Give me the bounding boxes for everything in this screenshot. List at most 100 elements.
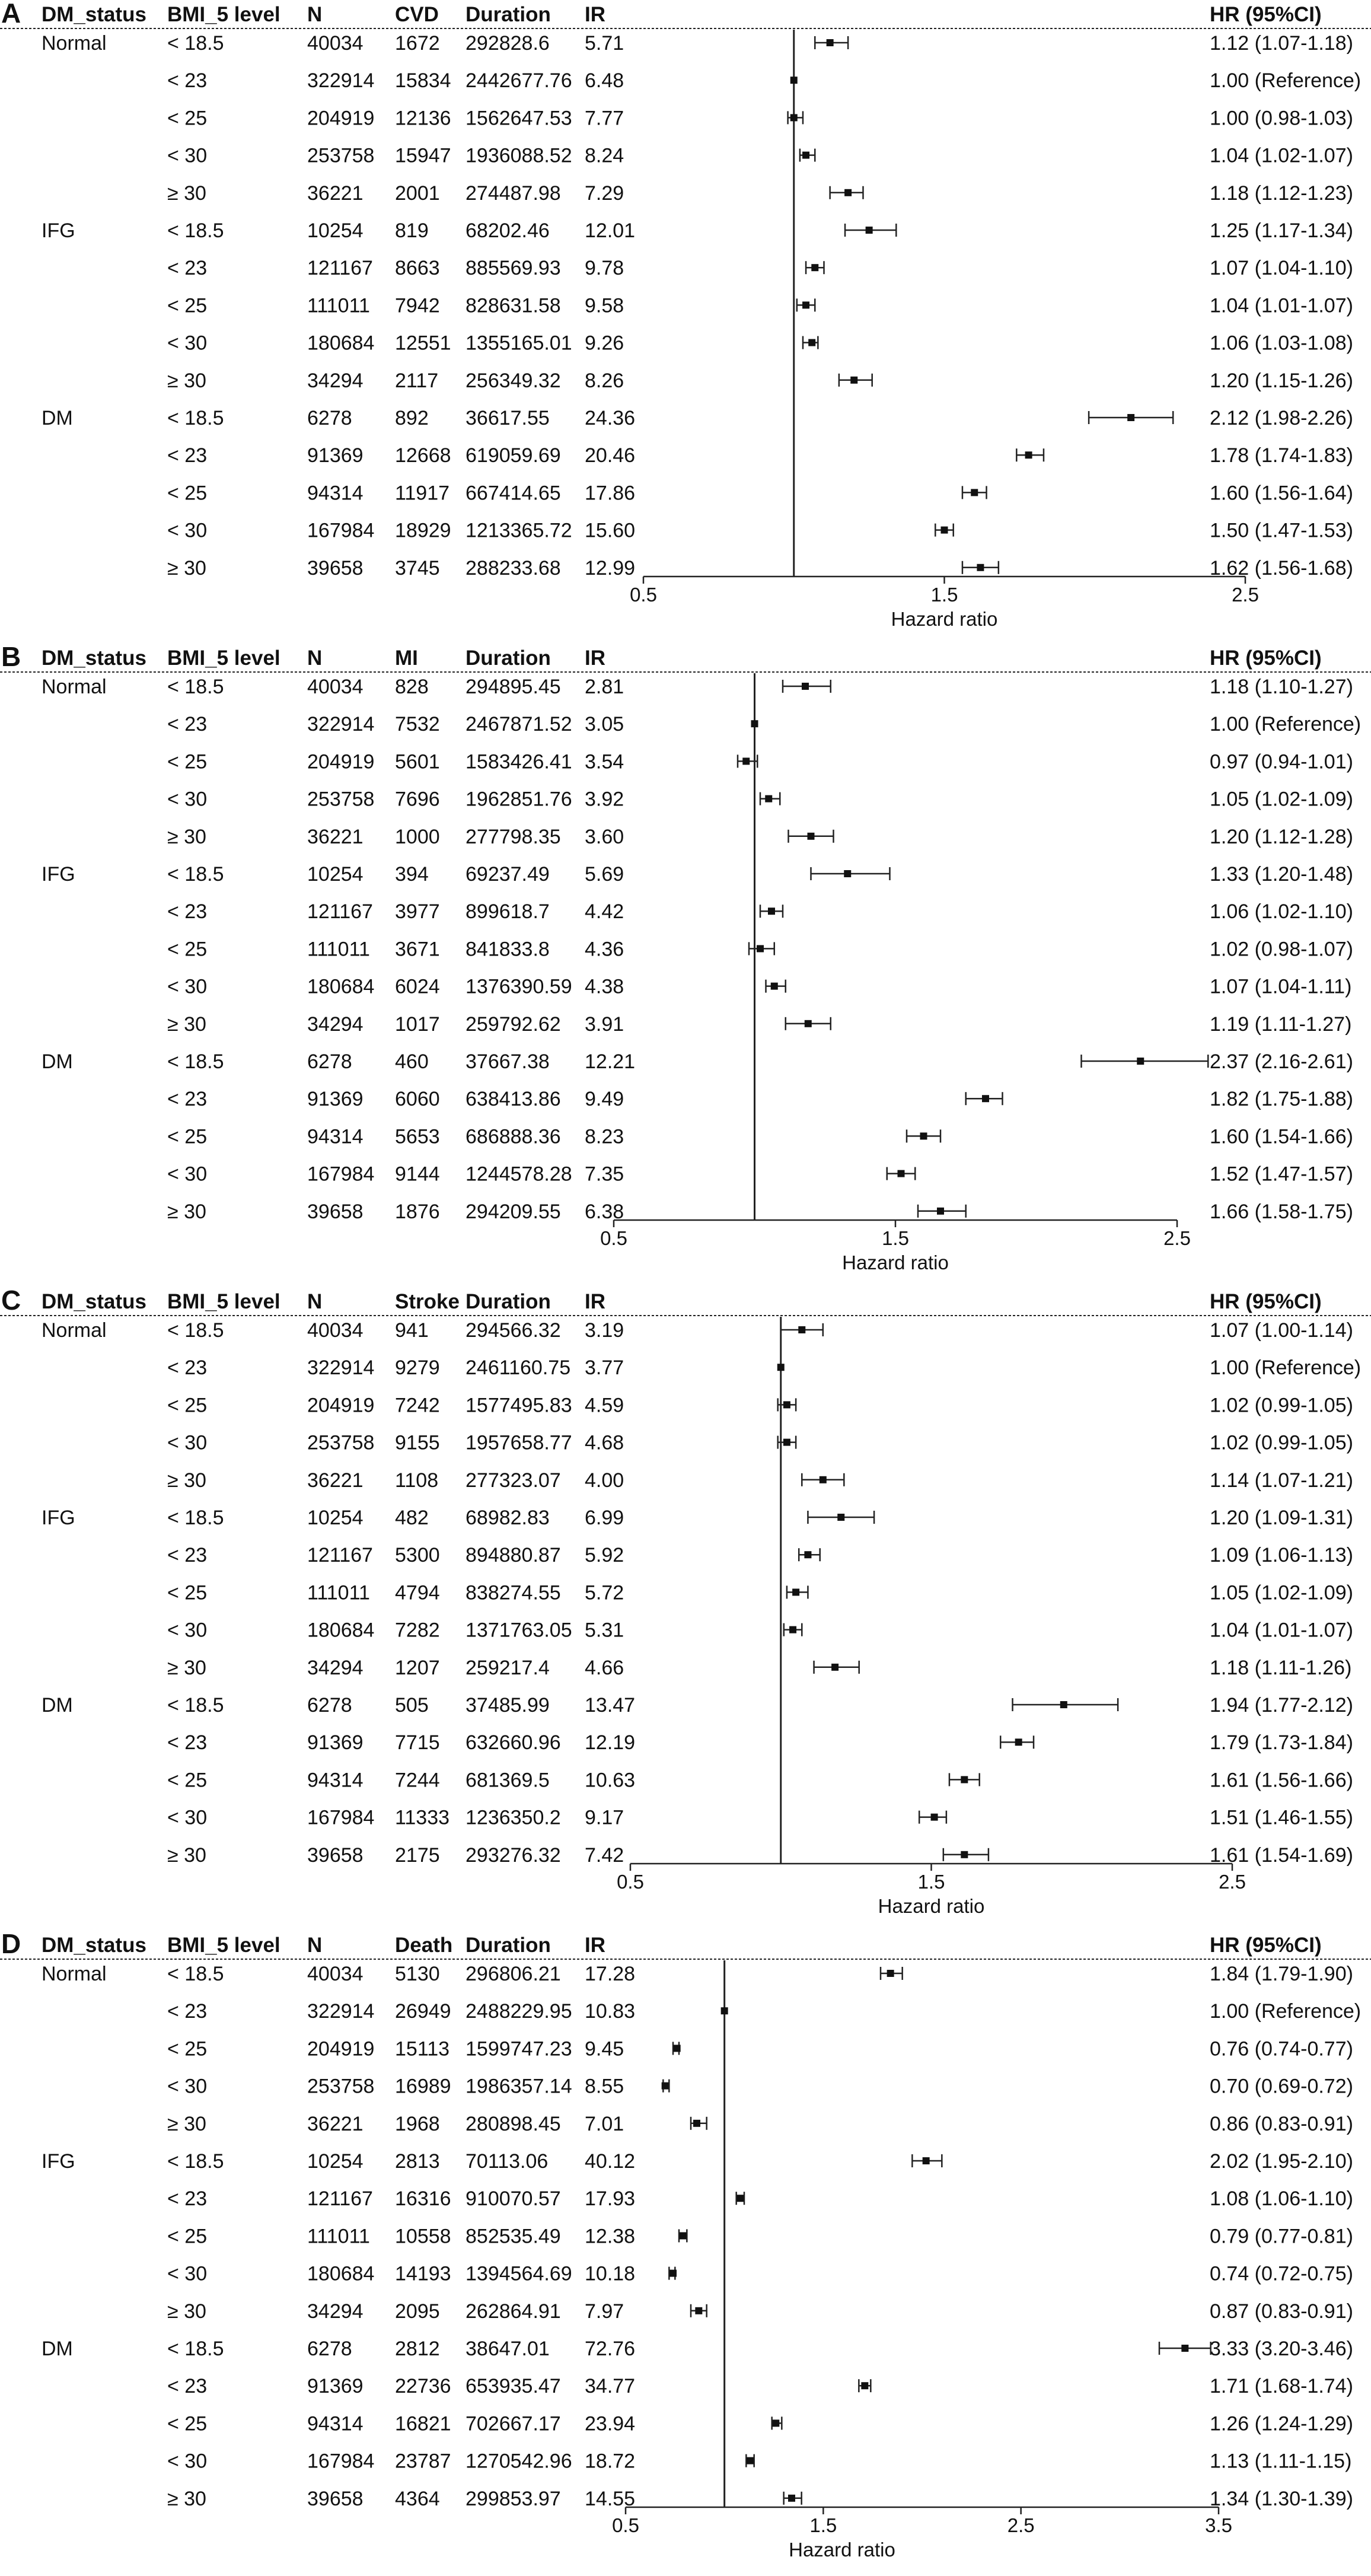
n-value: 167984 (307, 520, 374, 542)
bmi-level: ≥ 30 (167, 826, 206, 848)
duration-value: 2461160.75 (465, 1357, 570, 1379)
ir-value: 23.94 (585, 2412, 635, 2435)
event-count: 16821 (395, 2412, 451, 2435)
event-count: 8663 (395, 257, 440, 279)
event-count: 1207 (395, 1657, 440, 1679)
duration-value: 294566.32 (465, 1319, 561, 1342)
ir-value: 3.19 (585, 1319, 624, 1342)
ir-value: 12.99 (585, 557, 635, 579)
duration-value: 294895.45 (465, 676, 561, 698)
ir-value: 7.42 (585, 1844, 624, 1867)
hr-point (751, 720, 758, 728)
hr-ci-text: 1.20 (1.09-1.31) (1210, 1507, 1353, 1529)
n-value: 167984 (307, 1163, 374, 1186)
bmi-level: ≥ 30 (167, 1469, 206, 1492)
n-value: 167984 (307, 2450, 374, 2473)
bmi-level: < 30 (167, 2263, 207, 2285)
ir-value: 4.00 (585, 1469, 624, 1492)
hr-ci-text: 1.07 (1.04-1.10) (1210, 257, 1353, 279)
n-value: 91369 (307, 2375, 364, 2397)
hr-point (772, 2419, 780, 2427)
duration-value: 299853.97 (465, 2488, 561, 2510)
dm-status-label: Normal (42, 1963, 107, 1985)
n-value: 34294 (307, 1013, 364, 1036)
hr-ci-text: 1.00 (0.98-1.03) (1210, 107, 1353, 129)
ir-value: 3.92 (585, 788, 624, 811)
bmi-level: < 23 (167, 69, 207, 92)
hr-point (1127, 414, 1135, 421)
hr-point (720, 2007, 728, 2015)
hr-ci-text: 1.06 (1.03-1.08) (1210, 332, 1353, 355)
n-value: 253758 (307, 145, 374, 167)
ir-value: 13.47 (585, 1694, 635, 1717)
duration-value: 1599747.23 (465, 2037, 572, 2060)
duration-value: 70113.06 (465, 2150, 548, 2173)
duration-value: 294209.55 (465, 1201, 561, 1223)
hr-point (930, 1813, 938, 1821)
ir-value: 9.49 (585, 1088, 624, 1110)
bmi-level: < 18.5 (167, 1319, 224, 1342)
duration-value: 667414.65 (465, 482, 561, 504)
duration-value: 632660.96 (465, 1731, 561, 1754)
n-value: 6278 (307, 2338, 352, 2360)
ir-value: 8.24 (585, 145, 624, 167)
bmi-level: < 30 (167, 2075, 207, 2098)
bmi-level: < 30 (167, 976, 207, 998)
bmi-level: < 18.5 (167, 2338, 224, 2360)
duration-value: 702667.17 (465, 2412, 561, 2435)
bmi-level: < 30 (167, 1163, 207, 1186)
duration-value: 274487.98 (465, 182, 561, 205)
n-value: 40034 (307, 676, 364, 698)
hr-ci-text: 1.60 (1.54-1.66) (1210, 1125, 1353, 1148)
event-count: 7244 (395, 1769, 440, 1791)
hr-point (920, 1132, 927, 1140)
column-header: IR (585, 647, 605, 670)
bmi-level: ≥ 30 (167, 2300, 206, 2323)
event-count: 460 (395, 1050, 429, 1073)
hr-point (971, 489, 978, 496)
duration-value: 852535.49 (465, 2225, 561, 2247)
hr-ci-text: 1.05 (1.02-1.09) (1210, 788, 1353, 811)
n-value: 40034 (307, 1319, 364, 1342)
hr-point (789, 1626, 797, 1634)
event-count: 11333 (395, 1807, 449, 1829)
duration-value: 885569.93 (465, 257, 561, 279)
n-value: 34294 (307, 2300, 364, 2323)
hr-point (765, 795, 773, 803)
ir-value: 24.36 (585, 407, 635, 429)
n-value: 204919 (307, 1394, 374, 1416)
hr-point (783, 1401, 790, 1409)
hr-point (673, 2045, 681, 2052)
ir-value: 4.42 (585, 900, 624, 923)
ir-value: 17.28 (585, 1963, 635, 1985)
ir-value: 7.29 (585, 182, 624, 205)
column-header-hr: HR (95%CI) (1210, 647, 1322, 670)
hr-ci-text: 1.20 (1.15-1.26) (1210, 370, 1353, 392)
n-value: 94314 (307, 1125, 364, 1148)
duration-value: 262864.91 (465, 2300, 561, 2323)
x-axis-title: Hazard ratio (842, 1252, 949, 1273)
hr-ci-text: 1.71 (1.68-1.74) (1210, 2375, 1353, 2397)
hr-ci-text: 1.14 (1.07-1.21) (1210, 1469, 1353, 1492)
hr-point (837, 1514, 845, 1521)
bmi-level: < 25 (167, 750, 207, 773)
column-header: N (307, 3, 322, 26)
duration-value: 619059.69 (465, 444, 561, 467)
ir-value: 5.92 (585, 1544, 624, 1566)
bmi-level: < 25 (167, 1581, 207, 1604)
n-value: 91369 (307, 444, 364, 467)
duration-value: 292828.6 (465, 32, 550, 55)
event-count: 2813 (395, 2150, 440, 2173)
column-header: Duration (465, 647, 551, 670)
column-header: BMI_5 level (167, 647, 280, 670)
event-count: 941 (395, 1319, 429, 1342)
n-value: 322914 (307, 2000, 374, 2023)
ir-value: 7.77 (585, 107, 624, 129)
dm-status-label: IFG (42, 219, 75, 242)
event-count: 7696 (395, 788, 440, 811)
hr-point (742, 757, 750, 765)
hr-ci-text: 1.04 (1.01-1.07) (1210, 294, 1353, 317)
bmi-level: < 18.5 (167, 219, 224, 242)
column-header: IR (585, 1290, 605, 1313)
hr-point (693, 2119, 700, 2127)
